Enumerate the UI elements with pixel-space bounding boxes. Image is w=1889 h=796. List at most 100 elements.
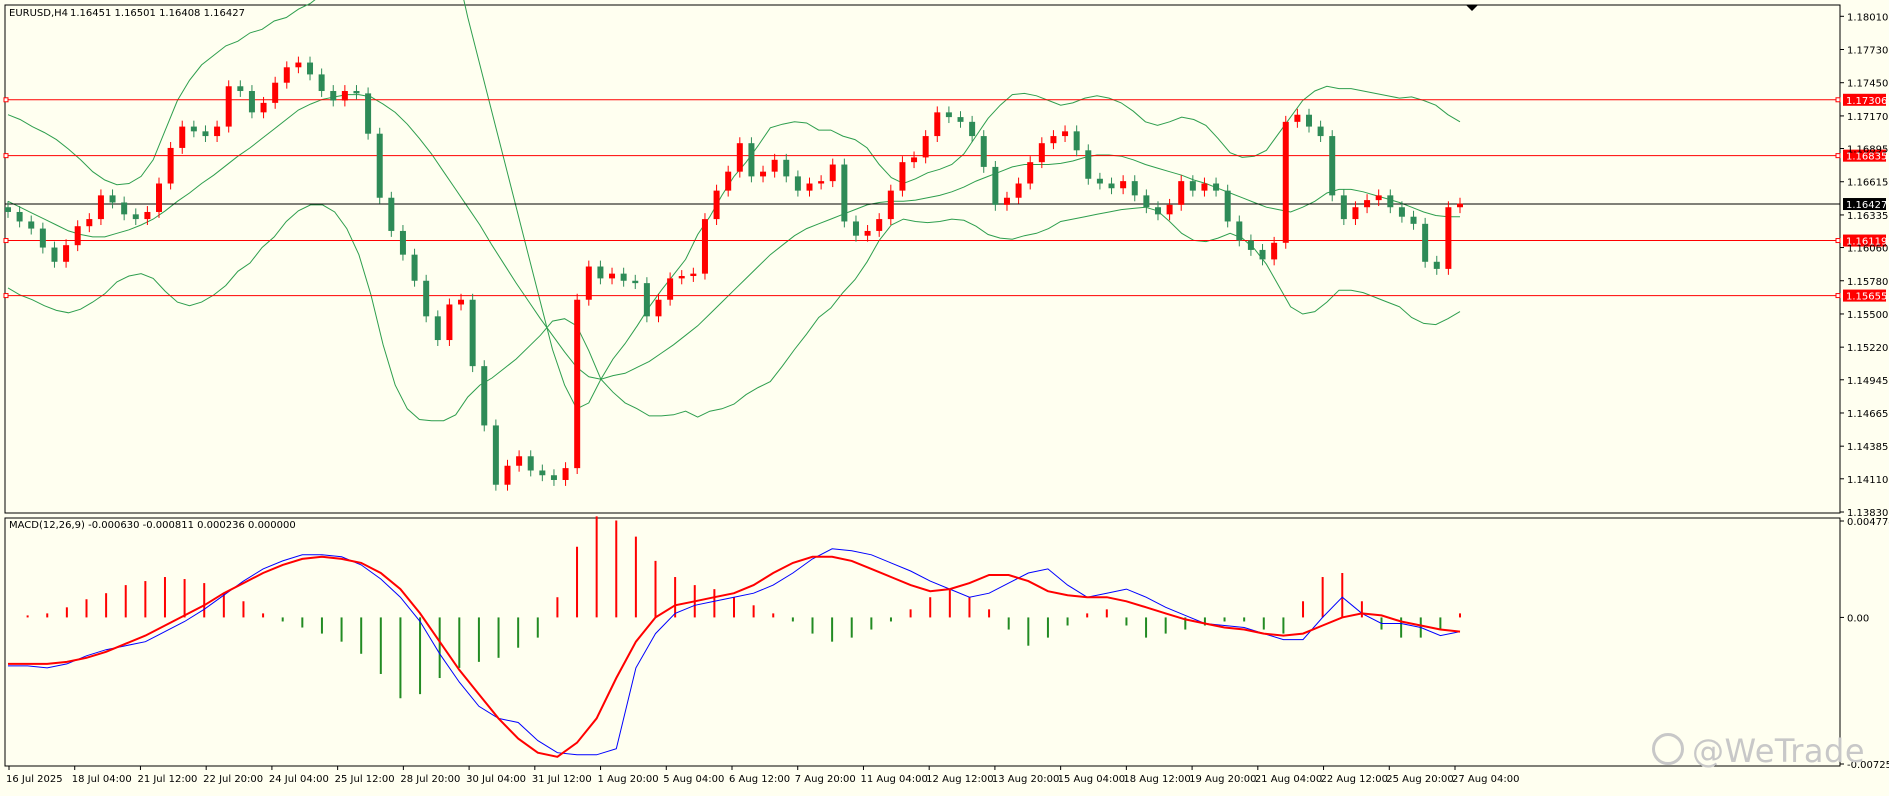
candle-body [63,245,70,262]
level-anchor-icon[interactable] [1835,153,1841,159]
time-tick-label: 24 Jul 04:00 [269,774,329,785]
macd-tick-label: -0.007257 [1847,760,1889,771]
candle-body [1003,197,1010,205]
candle-body [434,316,441,341]
level-anchor-icon[interactable] [1835,97,1841,103]
level-anchor-icon[interactable] [1835,238,1841,244]
candle-body [295,62,302,68]
time-tick-label: 11 Aug 04:00 [860,774,927,785]
symbol-label: EURUSD,H4 [9,8,68,19]
candle-body [225,86,232,127]
candle-body [562,468,569,480]
candle-body [1236,221,1243,241]
level-anchor-icon[interactable] [1835,293,1841,299]
candle-body [1038,143,1045,163]
candle-body [423,280,430,317]
candle-body [609,273,616,279]
chart-shift-marker-icon[interactable] [1466,5,1478,11]
candle-body [248,91,255,113]
time-tick-label: 22 Jul 20:00 [203,774,263,785]
candle-body [748,143,755,177]
candle-body [969,121,976,137]
candle-body [1143,195,1150,208]
candle-body [365,93,372,134]
time-tick-label: 30 Jul 04:00 [466,774,526,785]
candles [5,56,1463,491]
candle-body [1178,181,1185,205]
candle-body [539,470,546,476]
upper-band-line [7,0,1461,410]
candle-body [585,266,592,300]
candle-body [1259,249,1266,260]
level-price-tag [1843,289,1886,302]
price-tick-label: 1.14110 [1847,475,1888,486]
level-price-tag-text: 1.17306 [1846,96,1887,107]
candle-body [1305,114,1312,127]
macd-tick-label: 0.00 [1847,613,1869,624]
candle-body [655,299,662,317]
level-price-tag-text: 1.16427 [1846,200,1887,211]
candle-body [550,475,557,480]
macd-label: MACD(12,26,9) -0.000630 -0.000811 0.0002… [9,520,296,531]
time-tick-label: 25 Jul 12:00 [335,774,395,785]
candle-body [1375,195,1382,201]
level-anchor-icon[interactable] [3,238,9,244]
candle-body [806,183,813,191]
level-anchor-icon[interactable] [3,293,9,299]
level-price-tag-text: 1.16119 [1846,237,1887,248]
candle-body [713,190,720,220]
price-tick-label: 1.16615 [1847,178,1888,189]
candle-body [283,67,290,83]
candle-body [353,91,360,94]
level-anchor-icon[interactable] [3,97,9,103]
candle-body [667,278,674,300]
macd-signal-line [8,555,1461,758]
candle-body [237,86,244,92]
candle-body [5,207,11,212]
candle-body [876,219,883,231]
wetrade-logo-icon [1651,733,1684,765]
candle-body [643,283,650,317]
candle-body [411,254,418,281]
candle-body [945,112,952,118]
time-tick-label: 21 Aug 04:00 [1255,774,1322,785]
candle-body [504,465,511,485]
candle-body [1224,190,1231,222]
level-price-tag [1843,149,1886,162]
watermark-text: @WeTrade [1691,732,1865,770]
price-tick-label: 1.15500 [1847,310,1888,321]
candle-body [725,171,732,191]
time-tick-label: 12 Aug 12:00 [926,774,993,785]
horizontal-levels[interactable]: 1.17306 1.16835 1.16119 1.15655 1.16427 [3,93,1887,303]
candle-body [922,136,929,158]
price-tick-label: 1.14665 [1847,409,1888,420]
time-tick-label: 27 Aug 04:00 [1452,774,1519,785]
candle-body [121,202,128,215]
candle-body [678,276,685,279]
candle-body [1445,207,1452,269]
price-tick-label: 1.16060 [1847,244,1888,255]
candle-body [39,228,46,248]
level-anchor-icon[interactable] [3,153,9,159]
time-tick-label: 25 Aug 20:00 [1386,774,1453,785]
candle-body [771,159,778,172]
candle-body [214,126,221,137]
candle-body [1340,195,1347,220]
level-price-tag-text: 1.16835 [1846,152,1887,163]
candle-body [632,280,639,284]
time-tick-label: 18 Aug 12:00 [1123,774,1190,785]
time-tick-label: 1 Aug 20:00 [598,774,659,785]
candle-body [620,273,627,281]
candle-body [783,159,790,177]
candle-body [190,126,197,132]
time-tick-label: 5 Aug 04:00 [663,774,724,785]
candle-body [1073,131,1080,151]
candle-body [1387,195,1394,208]
candle-body [28,221,35,229]
watermark: @WeTrade [1651,732,1865,770]
candle-body [597,266,604,279]
candle-body [341,91,348,101]
time-tick-label: 13 Aug 20:00 [992,774,1059,785]
candle-body [97,195,104,220]
